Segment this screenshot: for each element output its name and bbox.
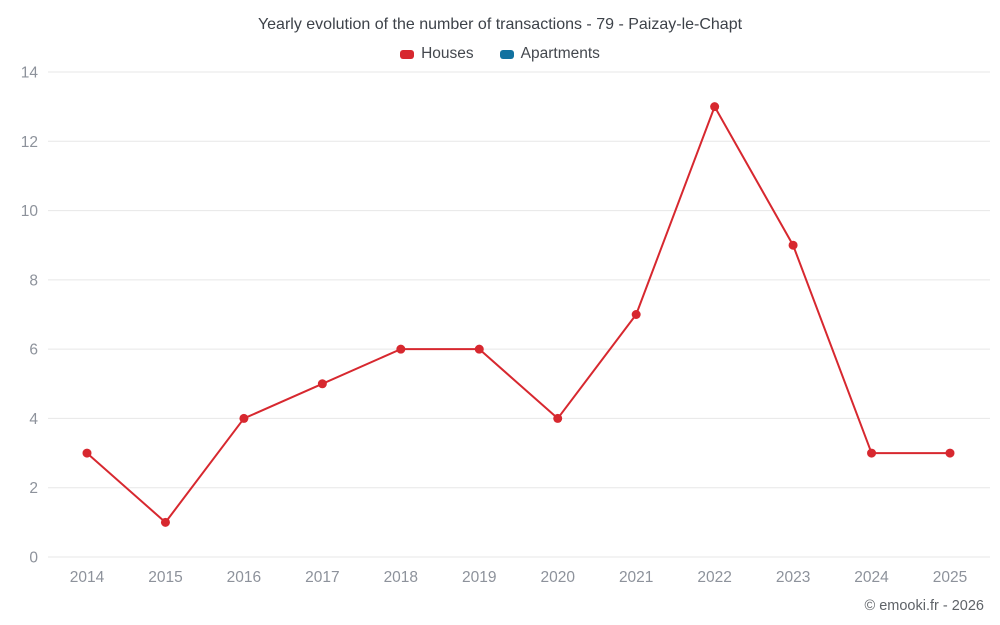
y-tick-label: 6: [29, 342, 38, 359]
data-point[interactable]: [396, 344, 406, 354]
y-tick-label: 14: [21, 65, 39, 82]
x-tick-label: 2022: [697, 569, 731, 586]
legend-label-houses: Houses: [421, 45, 474, 62]
x-tick-label: 2024: [854, 569, 889, 586]
copyright: © emooki.fr - 2026: [864, 598, 984, 614]
data-point[interactable]: [710, 102, 720, 112]
x-tick-label: 2023: [776, 569, 810, 586]
data-point[interactable]: [553, 413, 563, 423]
legend-item-houses[interactable]: Houses: [400, 45, 474, 63]
apartments-legend-marker-icon: [499, 49, 514, 59]
x-tick-label: 2019: [462, 569, 496, 586]
x-tick-label: 2025: [933, 569, 967, 586]
data-point[interactable]: [82, 448, 92, 458]
data-point[interactable]: [788, 240, 798, 250]
legend-item-apartments[interactable]: Apartments: [499, 45, 600, 63]
x-tick-label: 2014: [70, 569, 105, 586]
data-point[interactable]: [945, 448, 955, 458]
data-point[interactable]: [317, 379, 327, 389]
legend-label-apartments: Apartments: [520, 45, 600, 62]
y-tick-label: 12: [21, 134, 38, 151]
x-tick-label: 2015: [148, 569, 182, 586]
series-line-houses: [86, 105, 951, 524]
houses-legend-marker-icon: [400, 49, 415, 59]
legend: Houses Apartments: [0, 45, 1000, 63]
x-tick-label: 2020: [540, 569, 575, 586]
x-tick-label: 2016: [227, 569, 261, 586]
data-point[interactable]: [474, 344, 484, 354]
data-point[interactable]: [160, 517, 170, 527]
y-tick-label: 0: [29, 550, 38, 567]
y-tick-label: 4: [29, 411, 38, 428]
x-tick-label: 2017: [305, 569, 339, 586]
x-tick-label: 2021: [619, 569, 653, 586]
data-point[interactable]: [867, 448, 877, 458]
x-tick-label: 2018: [384, 569, 418, 586]
y-tick-label: 10: [21, 203, 39, 220]
y-tick-label: 2: [29, 480, 38, 497]
data-point[interactable]: [631, 310, 641, 319]
data-point[interactable]: [239, 413, 249, 423]
chart-title: Yearly evolution of the number of transa…: [257, 16, 743, 33]
y-tick-label: 8: [29, 272, 38, 289]
